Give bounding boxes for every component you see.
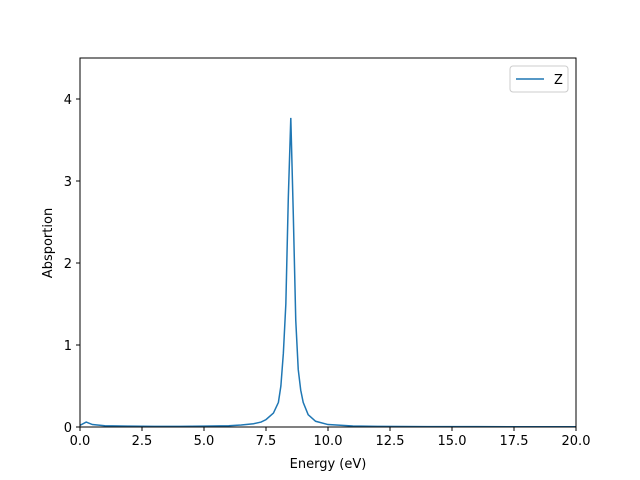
x-axis-label: Energy (eV): [290, 457, 367, 472]
x-tick-label: 15.0: [438, 434, 467, 449]
x-tick-label: 10.0: [314, 434, 343, 449]
x-tick-label: 17.5: [500, 434, 529, 449]
y-axis-label: Absportion: [41, 208, 56, 278]
y-tick-label: 2: [64, 257, 72, 272]
data-line: [80, 117, 576, 427]
y-tick-label: 3: [64, 175, 72, 190]
x-tick-label: 0.0: [70, 434, 91, 449]
x-tick-label: 20.0: [562, 434, 591, 449]
x-tick-label: 5.0: [194, 434, 215, 449]
y-tick-label: 1: [64, 339, 72, 354]
plot-frame: [79, 57, 577, 428]
x-tick-label: 2.5: [132, 434, 153, 449]
y-tick-label: 0: [64, 421, 72, 436]
legend-label: Z: [554, 73, 563, 88]
x-tick-label: 12.5: [376, 434, 405, 449]
y-tick-label: 4: [64, 93, 72, 108]
x-tick-label: 7.5: [256, 434, 277, 449]
